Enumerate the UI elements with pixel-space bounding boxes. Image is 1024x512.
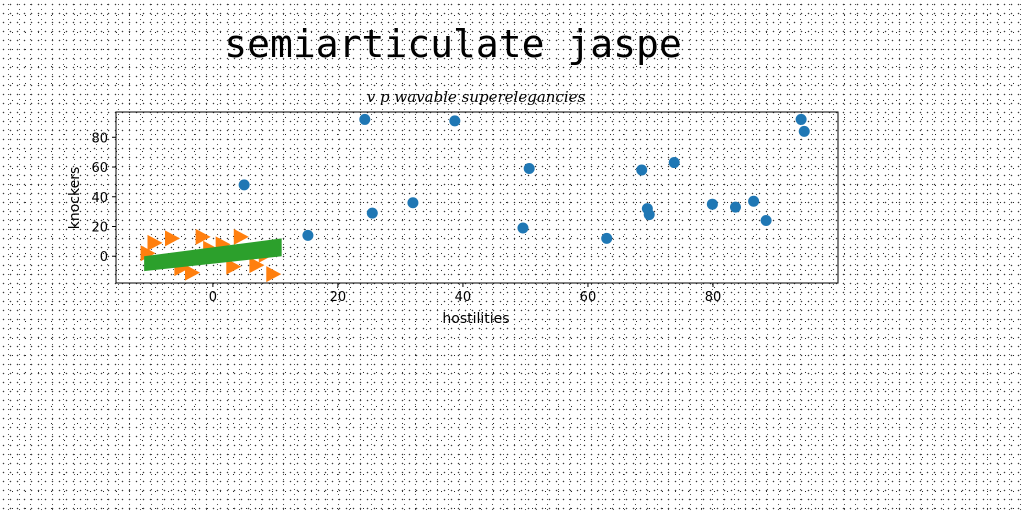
y-tick-label: 80 — [91, 131, 108, 146]
x-tick-label: 0 — [209, 290, 217, 305]
series-0-point — [523, 163, 535, 175]
x-tick-label: 60 — [580, 290, 597, 305]
tick-layer: 0 20 40 60 80 0 20 40 60 80 — [91, 131, 721, 305]
series-1-point — [195, 228, 211, 245]
series-0-point — [449, 115, 461, 127]
series-1-point — [233, 228, 249, 245]
y-axis-label: knockers — [67, 167, 83, 230]
series-0-point — [798, 125, 810, 137]
series-0-point — [748, 195, 760, 207]
series-0-point — [795, 113, 807, 125]
series-1-point — [147, 234, 163, 251]
y-tick-label: 60 — [91, 161, 108, 176]
figure-title: semiarticulate jaspe — [224, 22, 682, 66]
series-1-point — [249, 257, 265, 274]
x-tick-label: 20 — [330, 290, 347, 305]
series-0-point — [729, 201, 741, 213]
series-1-point — [266, 266, 282, 283]
series-0-point — [760, 215, 772, 227]
series-2-band — [144, 238, 282, 272]
series-0-point — [407, 197, 419, 209]
series-0-point — [668, 157, 680, 169]
x-axis-label: hostilities — [442, 311, 509, 327]
x-tick-label: 80 — [705, 290, 722, 305]
y-tick-label: 20 — [91, 220, 108, 235]
series-0-point — [366, 207, 378, 219]
y-tick-label: 0 — [100, 250, 108, 265]
series-1-point — [185, 264, 201, 281]
series-0-point — [643, 209, 655, 221]
series-0-point — [636, 164, 648, 176]
series-1-point — [226, 258, 242, 275]
data-layer — [140, 113, 810, 283]
series-0-point — [359, 113, 371, 125]
series-1-point — [165, 230, 181, 247]
series-0-point — [601, 232, 613, 244]
y-tick-label: 40 — [91, 191, 108, 206]
chart-subtitle: v p wavable superelegancies — [367, 88, 586, 106]
series-0-point — [706, 198, 718, 210]
x-tick-label: 40 — [455, 290, 472, 305]
series-0-point — [517, 222, 529, 234]
series-0-point — [302, 229, 314, 241]
series-0-point — [238, 179, 250, 191]
plot-frame — [115, 111, 839, 284]
